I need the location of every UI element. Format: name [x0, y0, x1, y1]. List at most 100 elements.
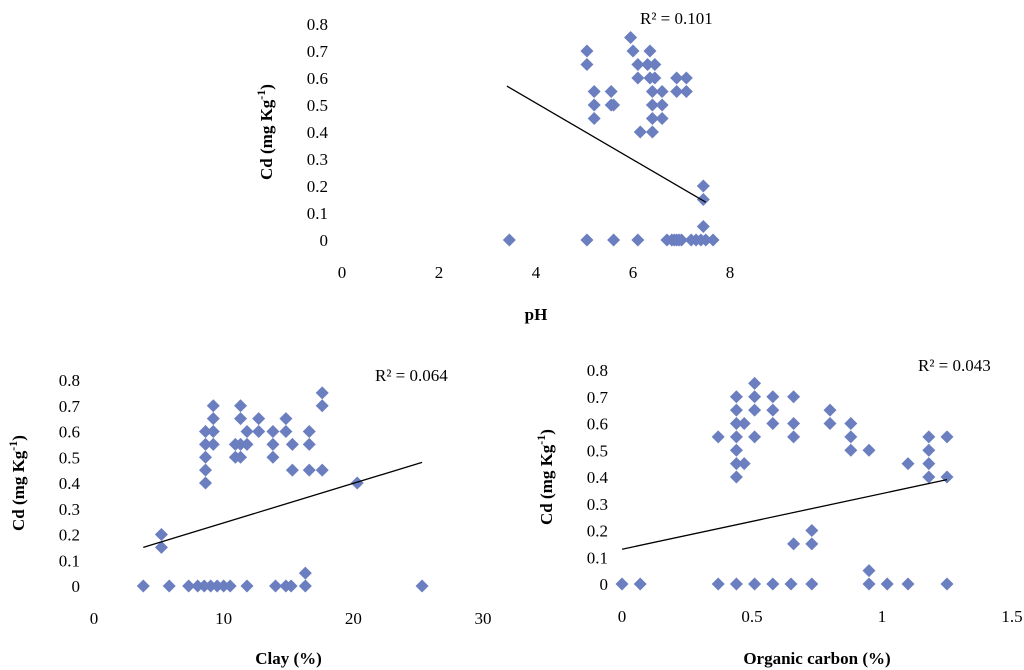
data-point [607, 98, 621, 112]
data-point [580, 58, 594, 71]
data-point [784, 577, 798, 591]
x-tick-label: 0 [90, 609, 99, 628]
x-tick-label: 0 [618, 607, 627, 626]
x-tick-label: 20 [345, 609, 362, 628]
data-point [240, 425, 254, 438]
data-point [315, 399, 329, 413]
data-point [679, 71, 693, 85]
data-point [729, 443, 743, 457]
trendline [621, 479, 948, 550]
data-point [670, 85, 684, 98]
data-point [748, 577, 762, 591]
data-point [729, 403, 743, 417]
y-tick-label: 0.2 [587, 522, 608, 541]
r-squared-label: R² = 0.101 [640, 9, 713, 28]
data-point [696, 220, 710, 233]
data-point [922, 443, 936, 457]
data-point [862, 577, 876, 591]
data-point [766, 417, 780, 430]
data-point [199, 437, 213, 451]
data-point [711, 430, 725, 444]
data-point [234, 450, 248, 464]
data-point [279, 425, 293, 438]
data-point [699, 233, 713, 247]
data-point [645, 125, 659, 139]
data-point [823, 417, 837, 430]
data-point [729, 457, 743, 471]
y-axis-title-superscript: -1 [254, 90, 268, 100]
y-tick-label: 0 [72, 577, 81, 596]
data-point [415, 579, 429, 593]
trendline [143, 461, 423, 548]
data-point [737, 417, 751, 430]
y-axis-title-text: Cd (mg Kg [9, 450, 28, 531]
data-point [580, 44, 594, 58]
data-point [748, 376, 762, 390]
trendline [506, 85, 707, 203]
data-point [182, 579, 196, 593]
data-point [266, 425, 280, 438]
data-point [880, 577, 894, 591]
y-axis-title-text: Cd (mg Kg [257, 99, 276, 180]
y-axis-title: Cd (mg Kg-1) [6, 435, 28, 531]
data-point [240, 579, 254, 593]
data-point [901, 577, 915, 591]
x-axis-title: Organic carbon (%) [743, 649, 890, 668]
data-point [284, 579, 298, 593]
x-tick-label: 1.5 [1001, 607, 1022, 626]
data-point [240, 437, 254, 451]
data-point [350, 476, 364, 490]
data-point [154, 540, 168, 554]
data-point [655, 98, 669, 112]
data-point [940, 430, 954, 444]
data-point [298, 566, 312, 580]
data-point [805, 577, 819, 591]
data-point [645, 85, 659, 98]
data-point [844, 430, 858, 444]
y-tick-label: 0.2 [59, 526, 80, 545]
data-point [302, 425, 316, 438]
data-point [199, 463, 213, 477]
data-point [279, 412, 293, 426]
data-point [729, 577, 743, 591]
y-tick-label: 0.3 [307, 150, 328, 169]
data-point [624, 31, 638, 44]
y-tick-label: 0.7 [587, 388, 609, 407]
data-point [502, 233, 516, 247]
data-point [645, 112, 659, 125]
data-point [199, 425, 213, 438]
data-point [787, 390, 801, 404]
data-point [922, 457, 936, 471]
y-tick-label: 0.1 [59, 551, 80, 570]
y-tick-label: 0.7 [59, 397, 81, 416]
data-point [234, 399, 248, 413]
y-axis-title-superscript: -1 [6, 441, 20, 451]
data-point [626, 44, 640, 58]
data-point [269, 579, 283, 593]
data-point [587, 98, 601, 112]
data-point [633, 125, 647, 139]
data-point [737, 457, 751, 471]
y-tick-label: 0.3 [59, 500, 80, 519]
data-point [675, 233, 688, 247]
data-point [645, 98, 659, 112]
data-point [766, 577, 780, 591]
data-point [302, 463, 316, 477]
x-tick-label: 6 [629, 263, 638, 282]
y-tick-label: 0 [320, 231, 329, 250]
x-tick-label: 4 [532, 263, 541, 282]
y-tick-label: 0.8 [307, 15, 328, 34]
data-point [252, 412, 266, 426]
data-point [748, 430, 762, 444]
data-point [805, 537, 819, 551]
data-point [206, 425, 220, 438]
x-axis-title: pH [525, 305, 548, 324]
data-point [922, 430, 936, 444]
data-point [862, 564, 876, 578]
data-point [607, 233, 621, 247]
r-squared-label: R² = 0.064 [375, 366, 448, 385]
data-point [655, 85, 669, 98]
y-tick-label: 0.6 [59, 423, 80, 442]
x-tick-label: 0.5 [741, 607, 762, 626]
data-point [631, 71, 645, 85]
